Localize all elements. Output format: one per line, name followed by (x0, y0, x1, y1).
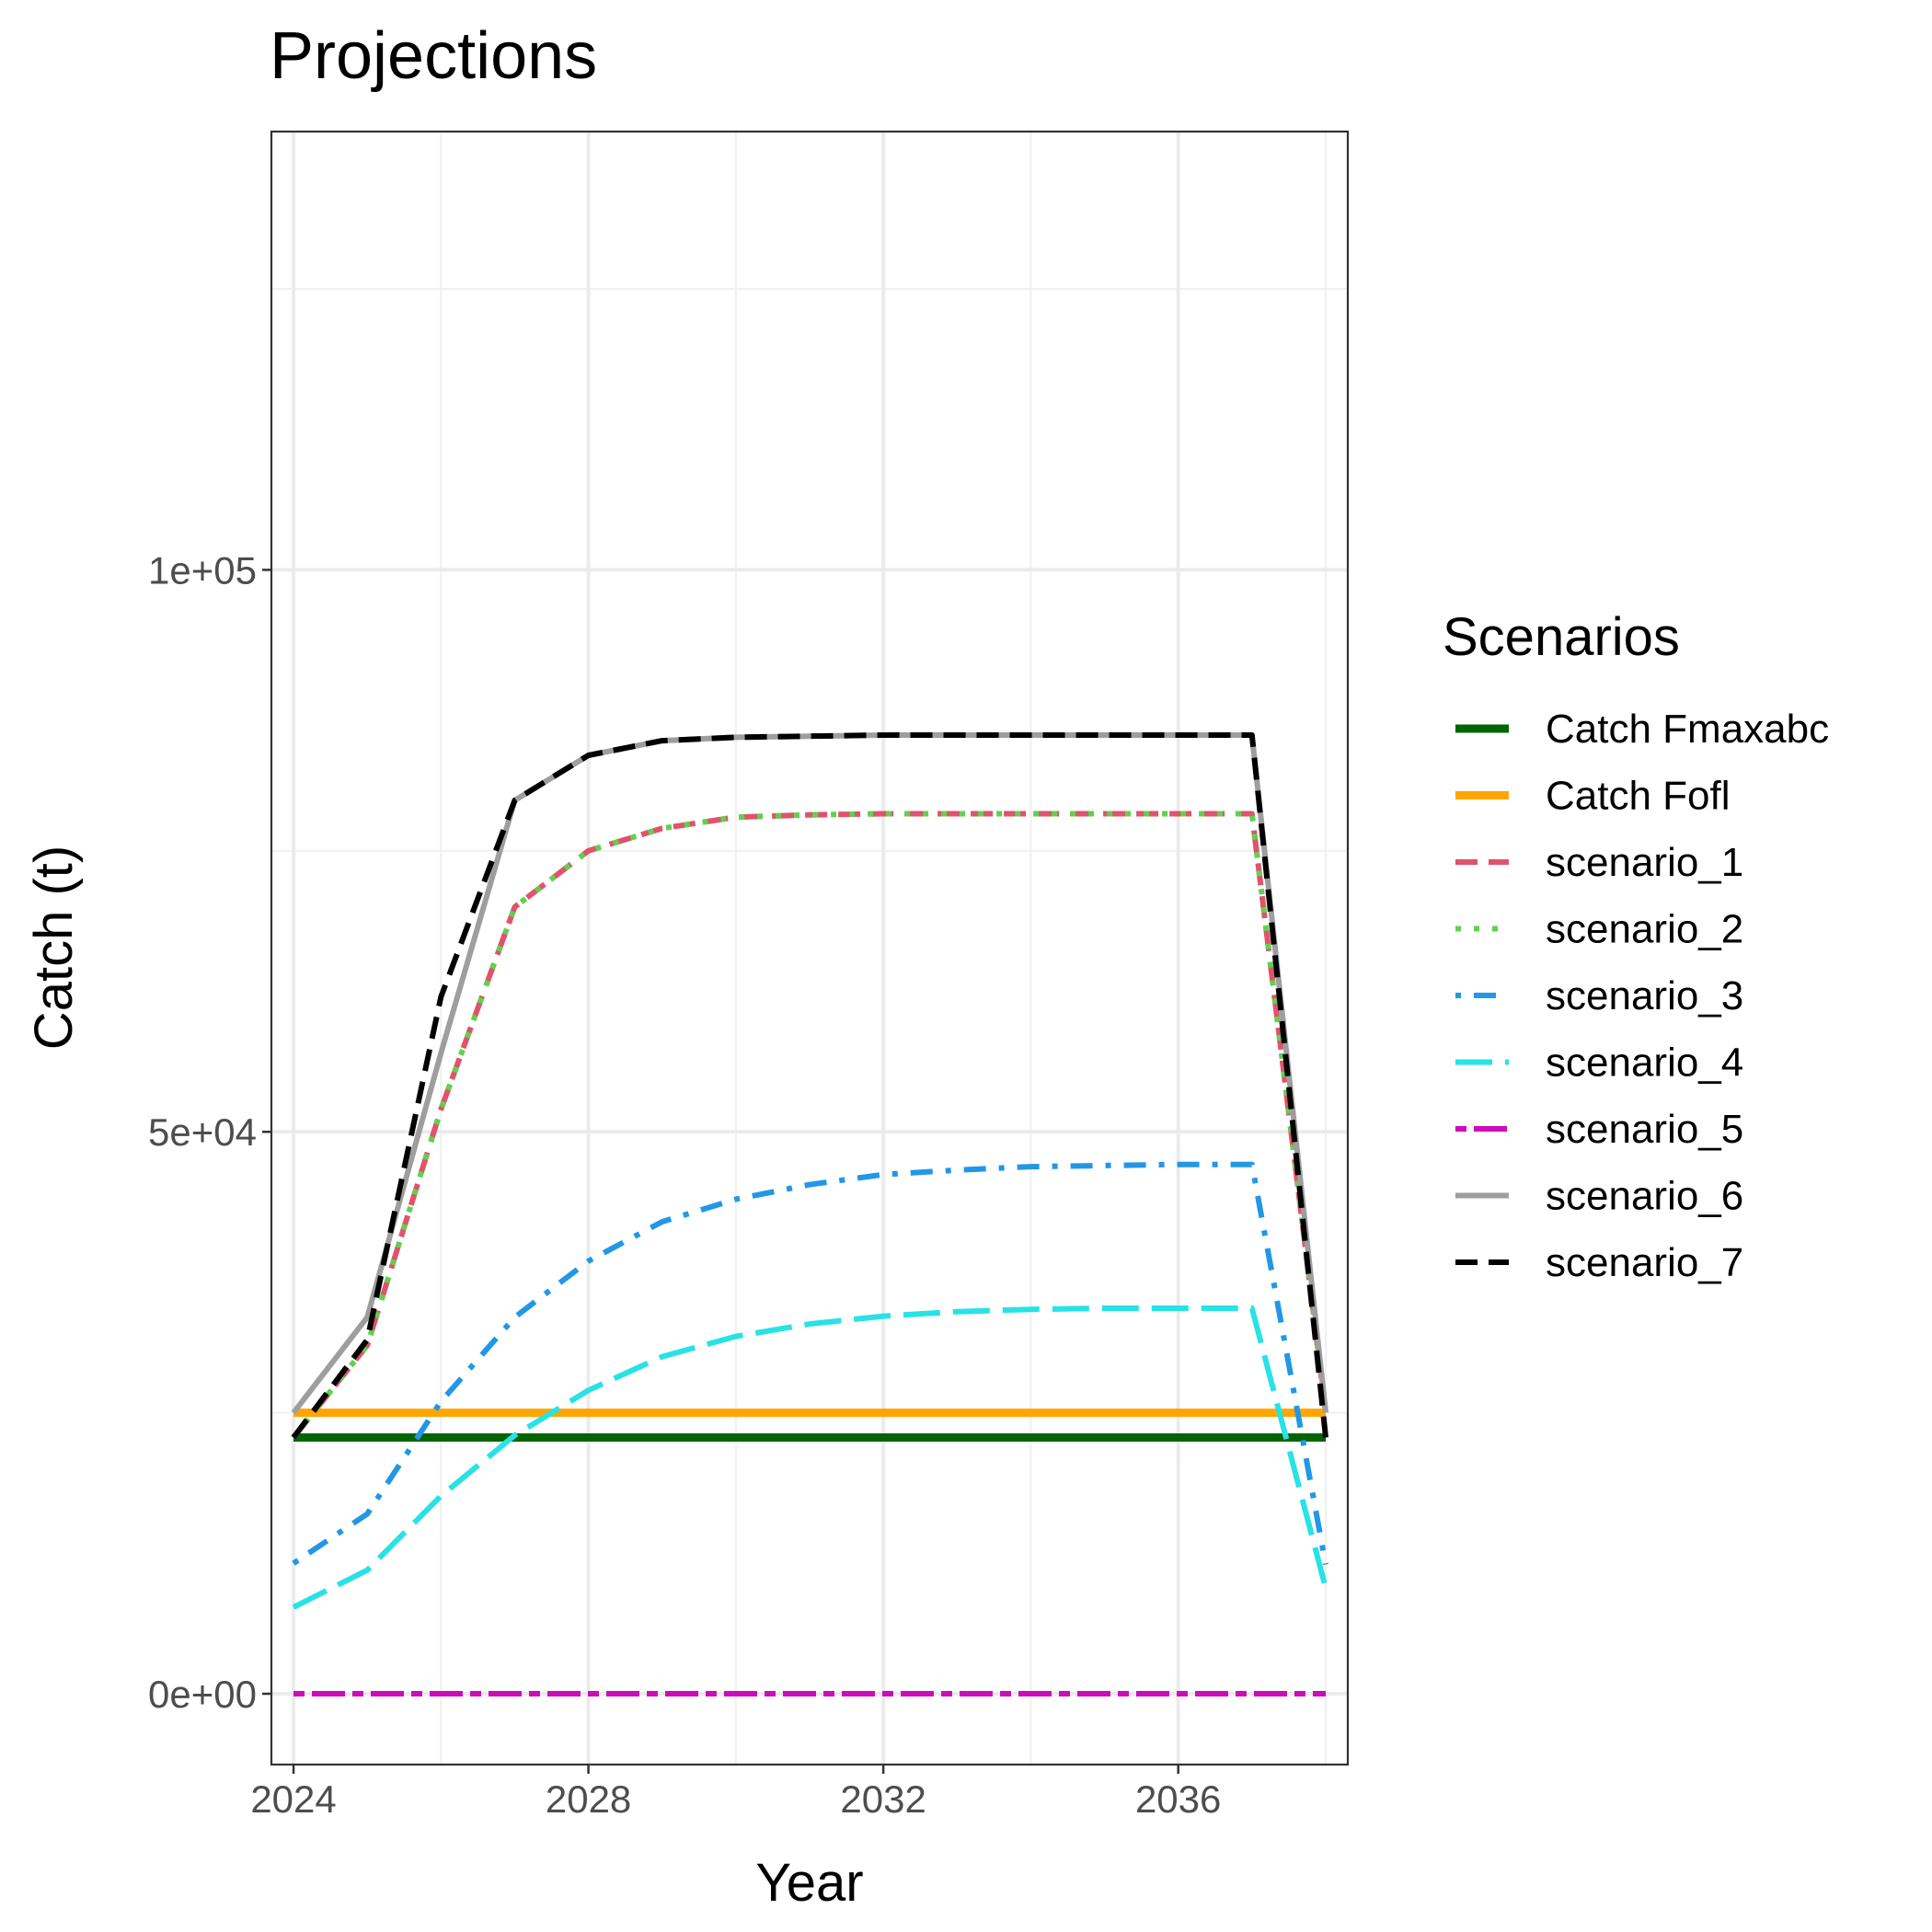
series-line-scenario_3 (292, 1161, 1328, 1566)
y-axis-title: Catch (t) (24, 845, 84, 1050)
legend-label: scenario_7 (1546, 1240, 1743, 1285)
y-tick-label: 0e+00 (148, 1673, 257, 1716)
y-tick-label: 1e+05 (148, 548, 257, 592)
legend-label: Catch Fmaxabc (1546, 707, 1829, 752)
legend-label: scenario_4 (1546, 1041, 1743, 1086)
y-tick-label: 5e+04 (148, 1110, 257, 1154)
legend-title: Scenarios (1443, 607, 1680, 667)
x-tick-label: 2024 (250, 1777, 336, 1821)
legend: Scenarios Catch Fmaxabc Catch Fofl scenari… (1443, 607, 1829, 1285)
series-line-scenario_4 (292, 1305, 1328, 1610)
x-tick-label: 2028 (546, 1777, 631, 1821)
legend-label: scenario_3 (1546, 973, 1743, 1018)
x-tick-label: 2032 (840, 1777, 926, 1821)
x-axis-title: Year (755, 1853, 863, 1913)
legend-items: Catch Fmaxabc Catch Fofl scenario_1scenari… (1455, 707, 1829, 1285)
grid-lines (271, 132, 1348, 1765)
axes: 0e+00 5e+04 1e+05 2024 2028 2032 2036 (148, 548, 1221, 1821)
plot-panel (270, 130, 1350, 1766)
x-tick-label: 2036 (1135, 1777, 1221, 1821)
series-line-scenario_1 (291, 811, 1328, 1440)
legend-label: scenario_2 (1546, 907, 1743, 952)
chart-title: Projections (270, 19, 597, 93)
legend-label: Catch Fofl (1546, 774, 1731, 819)
series-line-scenario_7 (291, 732, 1328, 1440)
legend-label: scenario_1 (1546, 840, 1743, 885)
legend-label: scenario_5 (1546, 1107, 1743, 1152)
series-lines (291, 732, 1328, 1696)
panel-border (270, 130, 1350, 1766)
panel-background (271, 132, 1348, 1765)
legend-label: scenario_6 (1546, 1174, 1743, 1219)
